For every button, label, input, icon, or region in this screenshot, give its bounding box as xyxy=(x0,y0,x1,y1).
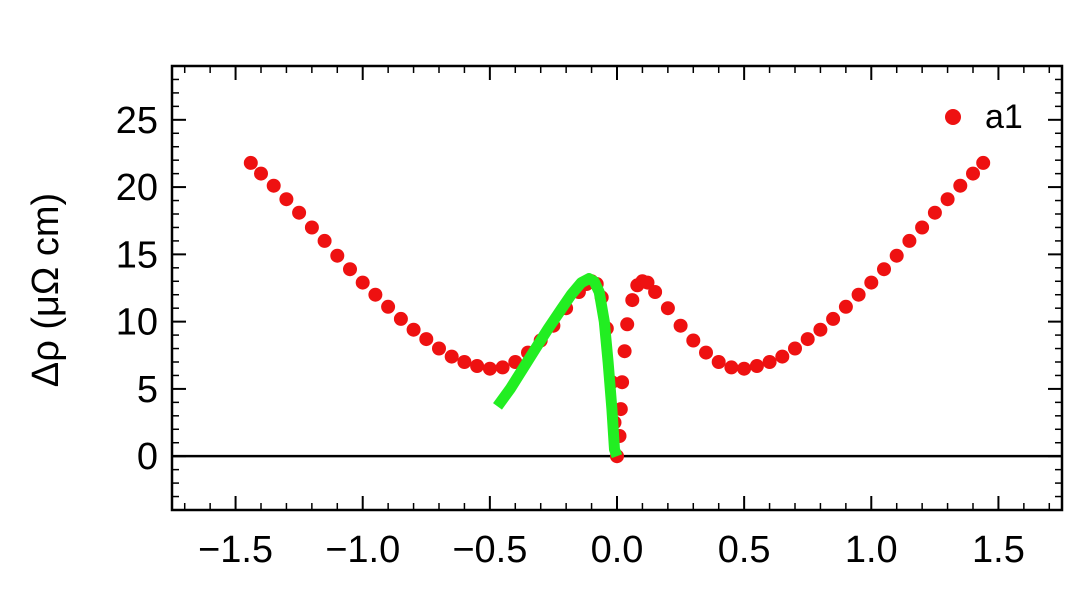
data-point-a1-60 xyxy=(851,287,866,302)
data-point-a1-37 xyxy=(615,375,630,390)
data-point-a1-57 xyxy=(813,322,828,337)
data-point-a1-56 xyxy=(800,332,815,347)
y-tick-label: 0 xyxy=(137,436,158,478)
data-point-a1-39 xyxy=(620,317,635,332)
legend-marker-a1 xyxy=(945,109,961,125)
y-tick-label: 20 xyxy=(116,167,158,209)
data-point-a1-43 xyxy=(640,275,655,290)
data-point-a1-62 xyxy=(877,262,891,277)
data-point-a1-61 xyxy=(864,275,879,290)
data-point-a1-53 xyxy=(762,355,777,369)
series-line-fit xyxy=(493,273,623,459)
data-point-a1-68 xyxy=(953,178,968,193)
data-point-a1-13 xyxy=(406,322,421,337)
data-point-a1-58 xyxy=(826,311,841,326)
data-point-a1-49 xyxy=(711,355,726,369)
data-point-a1-20 xyxy=(495,360,510,375)
legend-label-a1: a1 xyxy=(985,98,1023,136)
data-point-a1-0 xyxy=(243,155,258,170)
x-tick-label: 1.0 xyxy=(845,529,898,571)
data-point-a1-51 xyxy=(737,361,752,376)
data-point-a1-16 xyxy=(444,349,459,364)
data-point-a1-52 xyxy=(749,359,764,373)
data-point-a1-70 xyxy=(976,155,991,170)
data-point-a1-63 xyxy=(889,248,904,263)
data-point-a1-14 xyxy=(419,332,434,347)
data-point-a1-2 xyxy=(266,178,281,193)
data-point-a1-50 xyxy=(724,360,739,375)
data-point-a1-67 xyxy=(940,192,955,207)
x-tick-label: 1.5 xyxy=(972,529,1025,571)
data-point-a1-4 xyxy=(292,205,307,220)
data-point-a1-15 xyxy=(432,341,446,356)
data-point-a1-3 xyxy=(279,192,294,207)
data-point-a1-6 xyxy=(317,233,332,248)
data-point-a1-19 xyxy=(482,361,497,376)
x-tick-label: 0.5 xyxy=(718,529,771,571)
data-point-a1-54 xyxy=(775,349,790,364)
data-point-a1-38 xyxy=(617,344,632,359)
data-point-a1-10 xyxy=(368,287,383,302)
y-tick-label: 10 xyxy=(116,302,158,344)
data-point-a1-44 xyxy=(648,285,663,299)
y-tick-label: 5 xyxy=(137,369,158,411)
data-point-a1-64 xyxy=(902,233,917,248)
data-point-a1-55 xyxy=(788,341,802,356)
data-point-a1-8 xyxy=(343,262,357,277)
axes: −1.5 −1.0 −0.5 0.0 0.5 1.0 1.5 0 5 10 15 20 25 xyxy=(116,64,1064,571)
data-point-a1-47 xyxy=(686,333,701,348)
data-point-a1-66 xyxy=(927,205,942,220)
data-point-a1-17 xyxy=(457,355,472,369)
data-point-a1-12 xyxy=(393,311,408,326)
x-tick-label: −0.5 xyxy=(452,529,527,571)
y-axis-label: Δρ (μΩ cm) xyxy=(25,193,67,387)
x-tick-label: 0.0 xyxy=(591,529,644,571)
data-point-a1-46 xyxy=(673,318,688,333)
data-point-a1-59 xyxy=(838,299,853,314)
data-point-a1-40 xyxy=(625,293,640,308)
x-tick-label: −1.0 xyxy=(325,529,400,571)
data-point-a1-65 xyxy=(915,220,930,235)
data-point-a1-45 xyxy=(660,301,675,316)
y-tick-label: 15 xyxy=(116,234,158,276)
data-point-a1-5 xyxy=(304,220,319,235)
data-point-a1-69 xyxy=(966,166,980,181)
data-point-a1-11 xyxy=(381,299,396,314)
data-point-a1-48 xyxy=(699,345,713,360)
x-tick-label: −1.5 xyxy=(198,529,273,571)
plot-area xyxy=(172,155,1062,464)
data-point-a1-1 xyxy=(254,166,268,181)
legend: a1 xyxy=(945,98,1023,136)
data-point-a1-18 xyxy=(470,359,485,373)
y-tick-label: 25 xyxy=(116,100,158,142)
data-point-a1-7 xyxy=(330,248,345,263)
data-point-a1-9 xyxy=(355,275,370,290)
